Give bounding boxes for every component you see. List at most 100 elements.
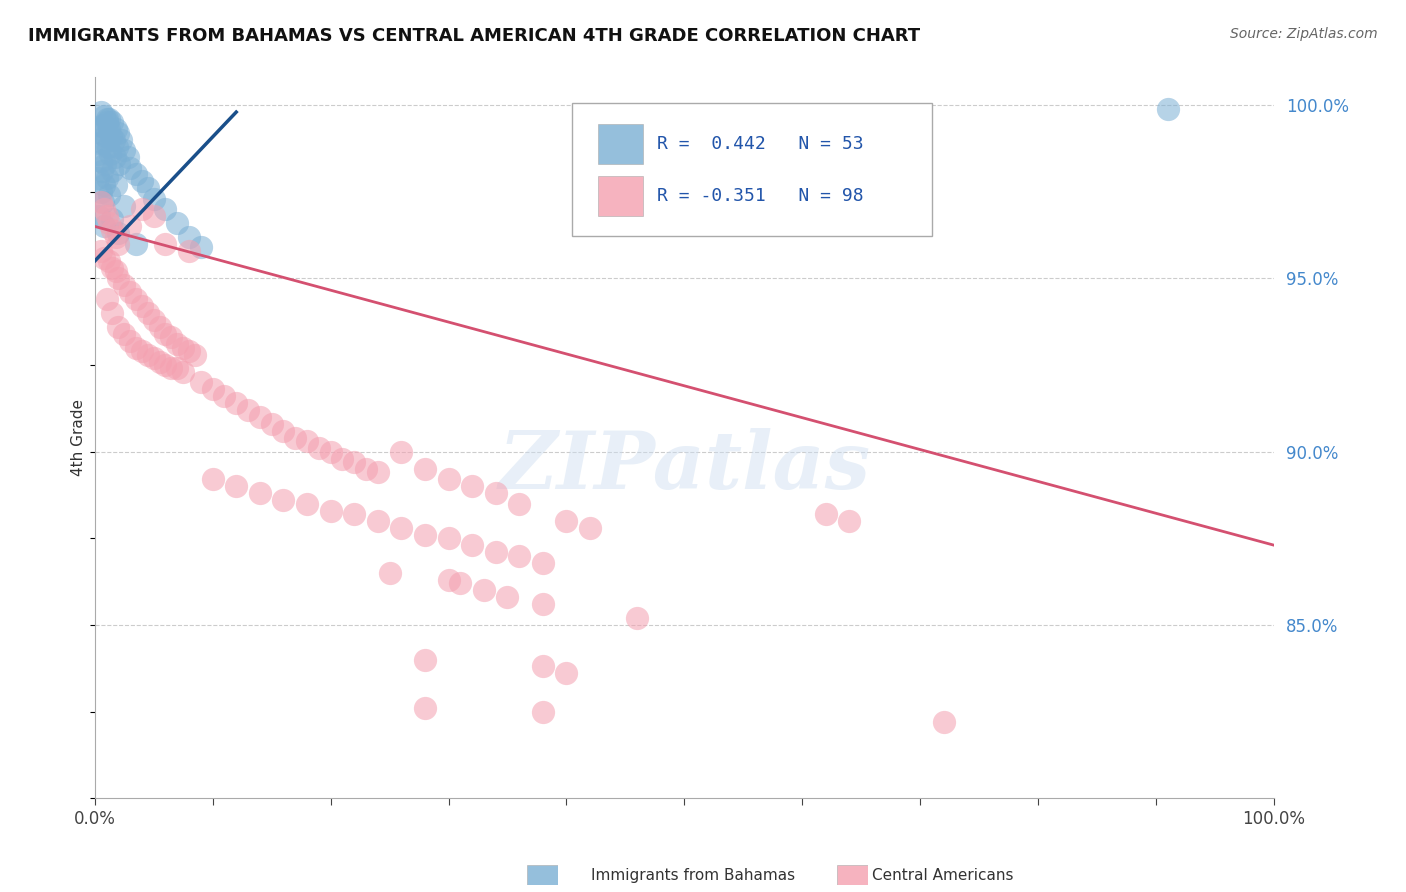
Point xyxy=(101,260,124,275)
Point xyxy=(160,330,183,344)
Point xyxy=(142,313,165,327)
Point xyxy=(104,229,127,244)
Point xyxy=(87,170,110,185)
Point xyxy=(104,150,127,164)
Point xyxy=(284,431,307,445)
Point xyxy=(103,133,125,147)
Point xyxy=(107,236,129,251)
Point xyxy=(93,178,115,192)
Point xyxy=(100,129,122,144)
Point xyxy=(461,479,484,493)
Point xyxy=(93,251,115,265)
Text: R = -0.351   N = 98: R = -0.351 N = 98 xyxy=(657,186,863,204)
Point xyxy=(101,223,124,237)
Point xyxy=(96,170,118,185)
Bar xyxy=(599,177,643,216)
Point xyxy=(112,278,135,293)
Point xyxy=(155,202,177,216)
Point xyxy=(131,202,153,216)
Point xyxy=(107,126,129,140)
Point xyxy=(413,652,436,666)
Point xyxy=(142,351,165,365)
Point xyxy=(932,714,955,729)
Point xyxy=(107,227,129,241)
Point xyxy=(131,299,153,313)
Point xyxy=(96,112,118,126)
Point xyxy=(112,326,135,341)
FancyBboxPatch shape xyxy=(572,103,932,236)
Point xyxy=(343,507,366,521)
Point xyxy=(273,424,295,438)
Point xyxy=(177,344,200,359)
Point xyxy=(97,122,120,136)
Point xyxy=(90,126,112,140)
Point xyxy=(120,161,142,175)
Point xyxy=(496,590,519,604)
Point xyxy=(838,514,860,528)
Y-axis label: 4th Grade: 4th Grade xyxy=(72,400,86,476)
Point xyxy=(107,271,129,285)
Point xyxy=(97,254,120,268)
Point xyxy=(125,168,148,182)
Point xyxy=(90,164,112,178)
Bar xyxy=(599,124,643,164)
Point xyxy=(120,285,142,300)
Point xyxy=(367,514,389,528)
Point xyxy=(201,472,224,486)
Point xyxy=(166,361,188,376)
Point xyxy=(354,462,377,476)
Point xyxy=(626,611,648,625)
Point xyxy=(136,348,159,362)
Point xyxy=(472,583,495,598)
Point xyxy=(814,507,837,521)
Point xyxy=(531,705,554,719)
Point xyxy=(125,236,148,251)
Point xyxy=(91,195,114,210)
Point xyxy=(142,192,165,206)
Text: R =  0.442   N = 53: R = 0.442 N = 53 xyxy=(657,136,863,153)
Point xyxy=(136,181,159,195)
Point xyxy=(308,441,330,455)
Point xyxy=(89,209,111,223)
Text: Immigrants from Bahamas: Immigrants from Bahamas xyxy=(591,869,794,883)
Point xyxy=(155,326,177,341)
Point xyxy=(112,199,135,213)
Point xyxy=(461,538,484,552)
Point xyxy=(91,136,114,151)
Point xyxy=(96,115,118,129)
Point xyxy=(148,319,170,334)
Point xyxy=(90,244,112,258)
Point xyxy=(437,472,460,486)
Point xyxy=(319,444,342,458)
Point xyxy=(413,528,436,542)
Point xyxy=(160,361,183,376)
Point xyxy=(107,319,129,334)
Text: Source: ZipAtlas.com: Source: ZipAtlas.com xyxy=(1230,27,1378,41)
Point xyxy=(508,549,530,563)
Point xyxy=(249,409,271,424)
Point xyxy=(155,358,177,372)
Point xyxy=(142,209,165,223)
Point xyxy=(120,219,142,234)
Point xyxy=(485,486,508,500)
Point xyxy=(94,129,117,144)
Point xyxy=(260,417,283,431)
Point xyxy=(437,531,460,545)
Point xyxy=(104,122,127,136)
Point xyxy=(172,365,194,379)
Point xyxy=(531,556,554,570)
Point xyxy=(389,521,412,535)
Point xyxy=(108,157,131,171)
Point xyxy=(97,216,120,230)
Point xyxy=(120,334,142,348)
Point xyxy=(104,264,127,278)
Point xyxy=(131,344,153,359)
Point xyxy=(148,354,170,368)
Point xyxy=(177,229,200,244)
Point xyxy=(131,174,153,188)
Point xyxy=(579,521,602,535)
Point xyxy=(97,188,120,202)
Point xyxy=(166,216,188,230)
Point xyxy=(125,341,148,355)
Point xyxy=(555,514,578,528)
